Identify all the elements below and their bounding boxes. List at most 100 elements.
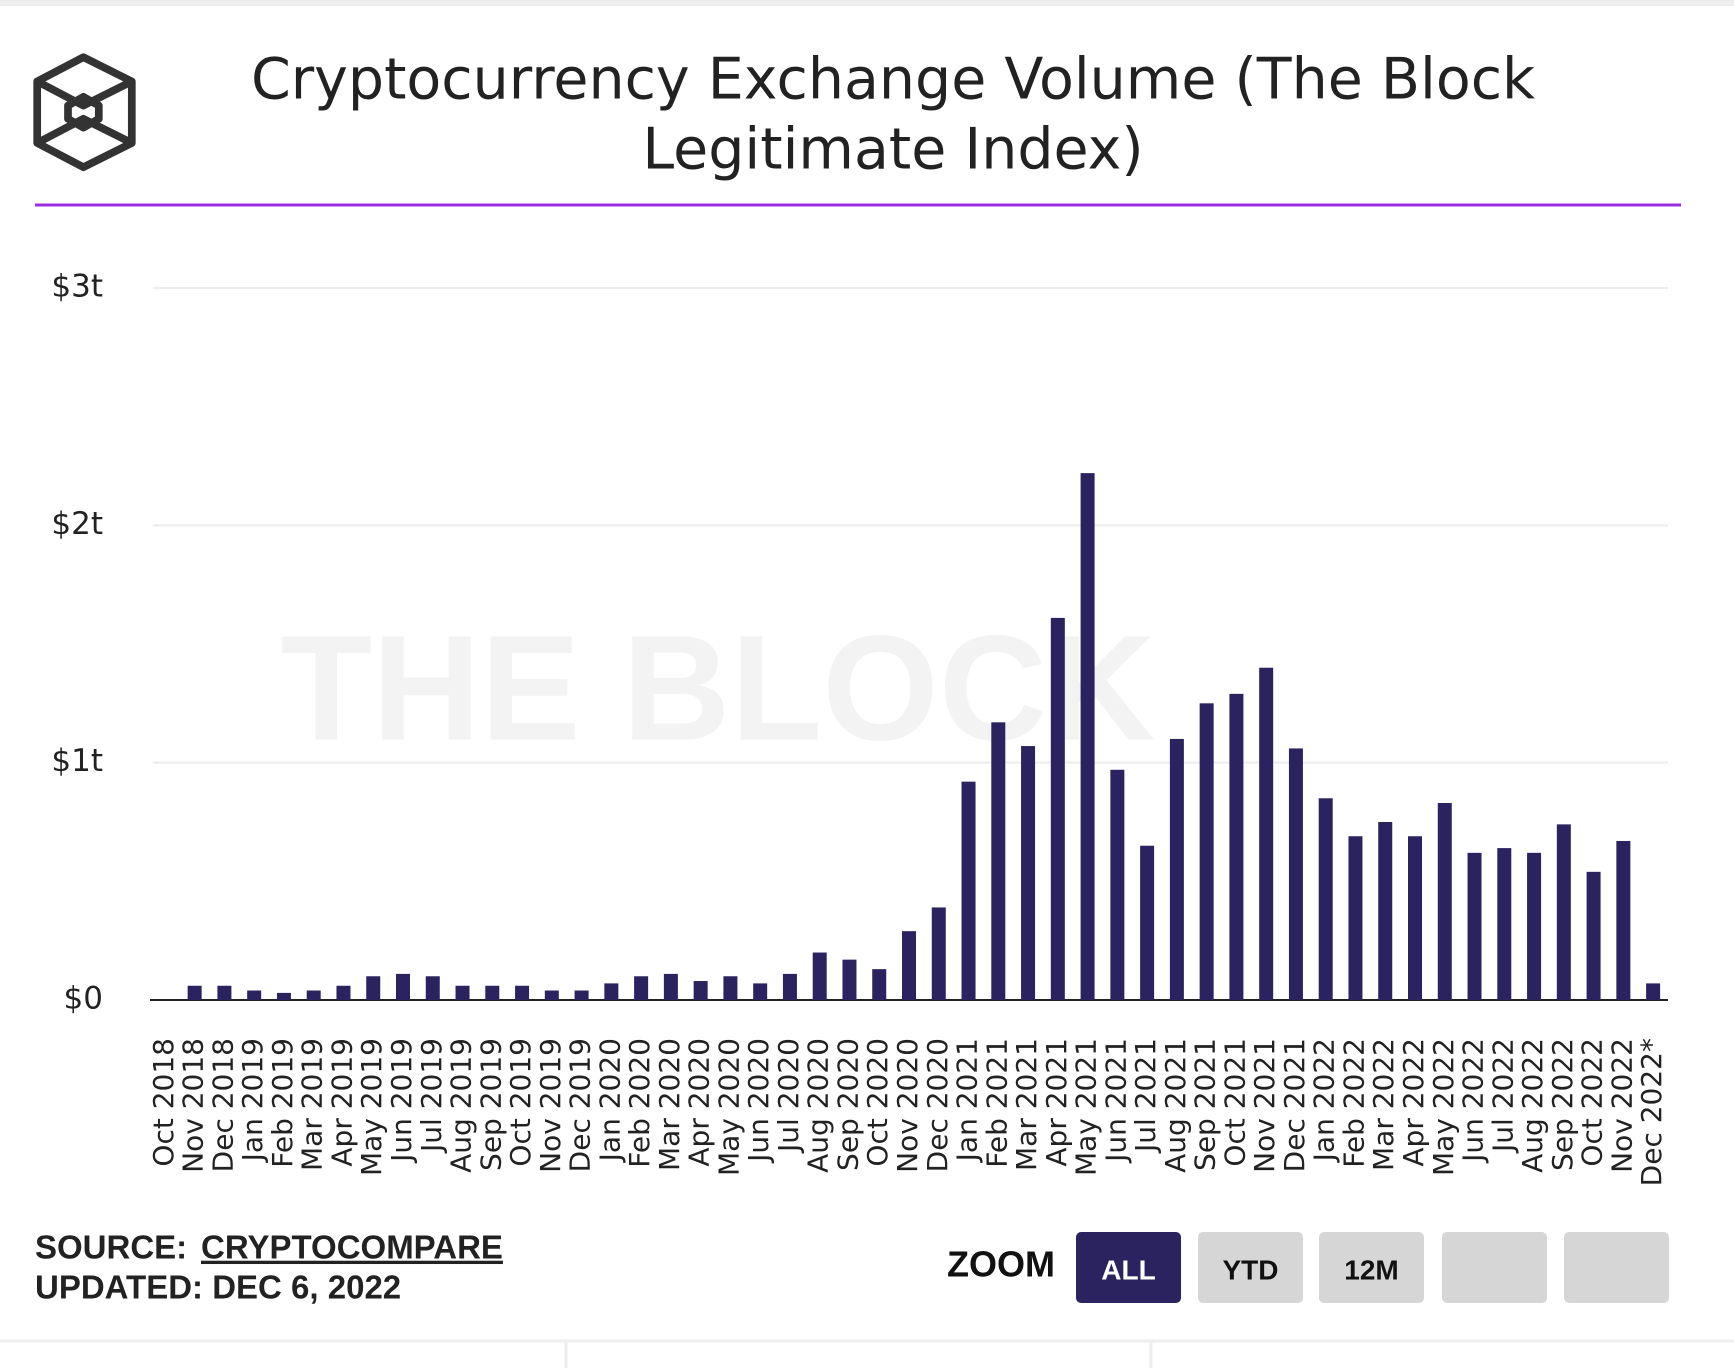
bar xyxy=(961,781,976,1000)
x-tick-label: Jul 2019 xyxy=(415,1038,448,1154)
x-tick-label: Nov 2020 xyxy=(891,1038,924,1173)
y-tick-label: $1t xyxy=(51,743,103,779)
y-tick-label: $0 xyxy=(64,981,103,1017)
bar xyxy=(247,990,262,1000)
bar xyxy=(902,931,916,1000)
x-tick-label: Feb 2020 xyxy=(623,1038,656,1168)
x-tick-label: Apr 2020 xyxy=(683,1038,716,1167)
bar xyxy=(574,990,589,1000)
zoom-button[interactable] xyxy=(1442,1232,1547,1303)
bar xyxy=(396,973,410,1000)
bar xyxy=(455,985,470,1000)
bar xyxy=(931,907,946,1000)
chart-title: Cryptocurrency Exchange Volume (The Bloc… xyxy=(251,47,1535,113)
x-tick-label: Jan 2020 xyxy=(593,1038,626,1163)
bar xyxy=(812,952,827,1000)
x-tick-label: Jul 2020 xyxy=(772,1038,805,1154)
x-tick-label: Sep 2022 xyxy=(1546,1038,1579,1171)
x-tick-label: Oct 2021 xyxy=(1218,1038,1251,1167)
bar xyxy=(1646,983,1661,1000)
zoom-button-label: ALL xyxy=(1101,1254,1155,1285)
x-tick-label: Apr 2019 xyxy=(325,1038,358,1167)
source-link[interactable]: CRYPTOCOMPARE xyxy=(201,1229,503,1266)
x-tick-label: May 2019 xyxy=(355,1038,388,1176)
x-tick-label: Dec 2021 xyxy=(1278,1038,1311,1172)
x-tick-label: Aug 2020 xyxy=(802,1038,835,1173)
bar xyxy=(544,990,559,1000)
zoom-button-label: 12M xyxy=(1344,1254,1398,1285)
zoom-button[interactable] xyxy=(1564,1232,1669,1303)
bar xyxy=(1080,473,1095,1000)
bar xyxy=(1497,848,1512,1000)
x-tick-label: May 2021 xyxy=(1070,1038,1103,1176)
bar xyxy=(1616,840,1631,1000)
bar xyxy=(217,985,232,1000)
bar xyxy=(306,990,321,1000)
bar xyxy=(1437,803,1452,1000)
bar xyxy=(515,985,530,1000)
x-tick-label: Mar 2020 xyxy=(653,1038,686,1171)
x-tick-label: Mar 2019 xyxy=(296,1038,329,1171)
watermark: THE BLOCK xyxy=(281,604,1156,772)
x-tick-label: Feb 2022 xyxy=(1337,1038,1370,1168)
bar xyxy=(1169,738,1184,1000)
zoom-buttons: ALL YTD 12M xyxy=(1076,1232,1669,1303)
bar xyxy=(723,976,738,1000)
x-tick-label: Nov 2018 xyxy=(177,1038,210,1173)
x-tick-label: Nov 2022 xyxy=(1605,1038,1638,1173)
bar xyxy=(1199,703,1214,1000)
y-tick-label: $3t xyxy=(51,269,103,305)
x-tick-label: Nov 2021 xyxy=(1248,1038,1281,1173)
bar xyxy=(634,976,649,1000)
y-tick-label: $2t xyxy=(51,506,103,542)
x-tick-label: Feb 2019 xyxy=(266,1038,299,1168)
x-tick-label: Jan 2019 xyxy=(236,1038,269,1163)
bar xyxy=(604,983,619,1000)
bar xyxy=(753,983,768,1000)
x-tick-label: Jan 2021 xyxy=(951,1038,984,1163)
x-tick-label: Sep 2019 xyxy=(474,1038,507,1171)
bar xyxy=(485,985,500,1000)
bar xyxy=(1586,871,1601,1000)
bar xyxy=(1021,746,1036,1000)
bar xyxy=(336,985,351,1000)
bar xyxy=(366,976,381,1000)
bar xyxy=(1467,852,1482,1000)
x-tick-label: Mar 2021 xyxy=(1010,1038,1043,1171)
bar xyxy=(872,969,887,1000)
bar xyxy=(1288,748,1303,1000)
x-tick-label: Aug 2021 xyxy=(1159,1038,1192,1173)
x-tick-label: Feb 2021 xyxy=(980,1038,1013,1168)
x-tick-label: May 2022 xyxy=(1427,1038,1460,1176)
bar xyxy=(693,981,708,1000)
x-tick-label: Jul 2022 xyxy=(1486,1038,1519,1154)
bar xyxy=(1378,822,1393,1000)
bar xyxy=(1110,769,1125,1000)
zoom-button[interactable] xyxy=(1076,1232,1181,1303)
zoom-label: ZOOM xyxy=(947,1244,1055,1285)
x-tick-label: Oct 2019 xyxy=(504,1038,537,1167)
x-tick-label: Dec 2022* xyxy=(1635,1038,1668,1186)
x-tick-label: Apr 2022 xyxy=(1397,1038,1430,1167)
zoom-button-label: YTD xyxy=(1223,1254,1279,1285)
x-tick-label: Oct 2018 xyxy=(147,1038,180,1167)
x-tick-label: May 2020 xyxy=(712,1038,745,1176)
zoom-button[interactable] xyxy=(1198,1232,1303,1303)
bar xyxy=(1050,617,1065,1000)
x-tick-label: Jun 2021 xyxy=(1099,1038,1132,1164)
x-tick-label: Oct 2020 xyxy=(861,1038,894,1167)
bar xyxy=(842,959,857,1000)
x-tick-label: Jun 2019 xyxy=(385,1038,418,1164)
chart-title: Legitimate Index) xyxy=(642,117,1143,183)
x-tick-label: Dec 2019 xyxy=(564,1038,597,1172)
x-tick-label: Dec 2018 xyxy=(206,1038,239,1172)
bar xyxy=(276,992,291,1000)
bar xyxy=(1229,693,1244,1000)
zoom-button[interactable] xyxy=(1319,1232,1424,1303)
bar xyxy=(1556,824,1571,1000)
x-tick-label: Jun 2022 xyxy=(1457,1038,1490,1164)
bar xyxy=(1348,836,1363,1000)
x-tick-label: Sep 2021 xyxy=(1189,1038,1222,1171)
